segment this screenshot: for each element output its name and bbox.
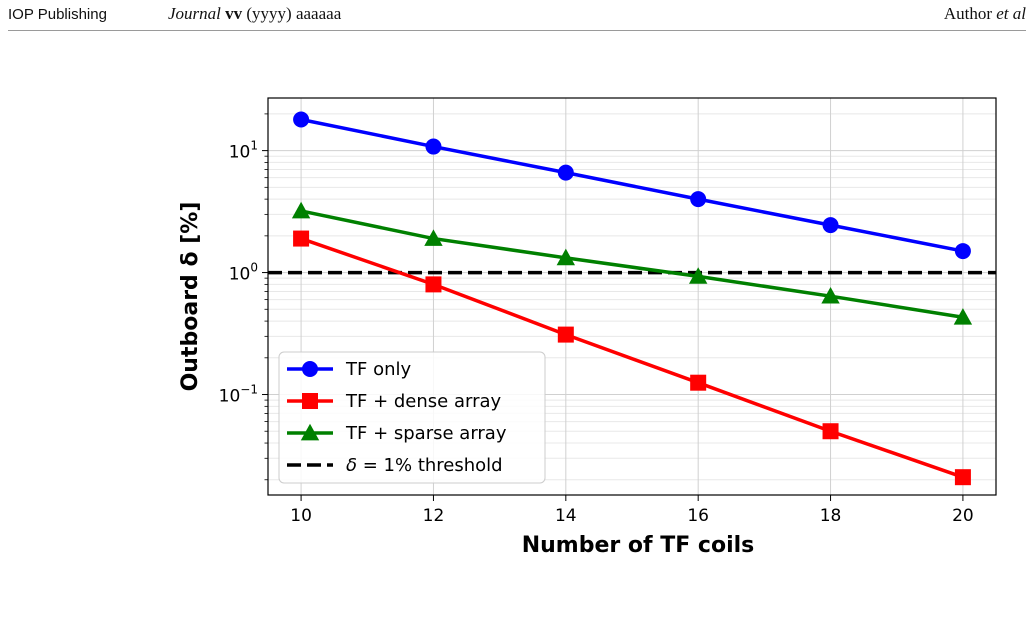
data-point [302, 393, 318, 409]
data-point [293, 230, 310, 247]
series-line [300, 236, 964, 479]
data-point [953, 308, 973, 325]
data-point [688, 267, 708, 284]
x-tick-label: 20 [952, 506, 974, 526]
data-point [690, 374, 707, 391]
legend: TF only TF + dense array TF + sparse array… [278, 351, 546, 484]
data-point [822, 423, 839, 440]
data-point [557, 164, 574, 181]
y-axis-label: Outboard δ [%] [178, 202, 203, 392]
journal-reference: Journal vv (yyyy) aaaaaa [168, 4, 341, 24]
journal-year-pages: (yyyy) aaaaaa [246, 4, 342, 23]
author-name: Author [943, 4, 997, 23]
page-header: IOP Publishing Journal vv (yyyy) aaaaaa … [8, 0, 1026, 31]
data-point [424, 229, 443, 246]
data-point [556, 248, 576, 266]
series-1 [293, 230, 971, 486]
series-0 [293, 111, 971, 260]
legend-label: δ = 1% threshold [346, 455, 503, 476]
x-tick-label: 18 [820, 506, 842, 526]
publisher-name: IOP Publishing [8, 6, 107, 23]
author-etal: et al [996, 4, 1026, 23]
y-tick-label: 101 [229, 139, 258, 163]
data-point [300, 423, 320, 441]
data-point [821, 287, 840, 304]
series-line [300, 117, 964, 253]
plot-frame [267, 97, 997, 496]
data-point [425, 276, 442, 293]
x-tick-label: 14 [555, 506, 577, 526]
data-point [291, 201, 311, 219]
series-line [300, 209, 964, 319]
data-point [293, 111, 310, 128]
data-point [557, 326, 574, 343]
x-axis-label: Number of TF coils [522, 533, 755, 558]
x-tick-label: 10 [290, 506, 312, 526]
journal-volume: vv [225, 4, 243, 23]
legend-box [278, 351, 546, 484]
legend-label: TF + sparse array [345, 423, 507, 444]
x-tick-label: 12 [423, 506, 445, 526]
series-2 [291, 201, 973, 325]
journal-name: Journal [168, 4, 221, 23]
data-point [954, 243, 971, 260]
data-point [954, 469, 971, 486]
x-tick-label: 16 [687, 506, 709, 526]
legend-label: TF only [345, 359, 411, 380]
data-point [690, 191, 707, 208]
data-point [302, 361, 318, 377]
y-tick-label: 10−1 [219, 383, 258, 407]
author-reference: Author et al [944, 4, 1026, 24]
y-tick-label: 100 [229, 261, 258, 285]
data-point [425, 138, 442, 155]
data-point [822, 217, 839, 234]
legend-label: TF + dense array [345, 391, 502, 412]
